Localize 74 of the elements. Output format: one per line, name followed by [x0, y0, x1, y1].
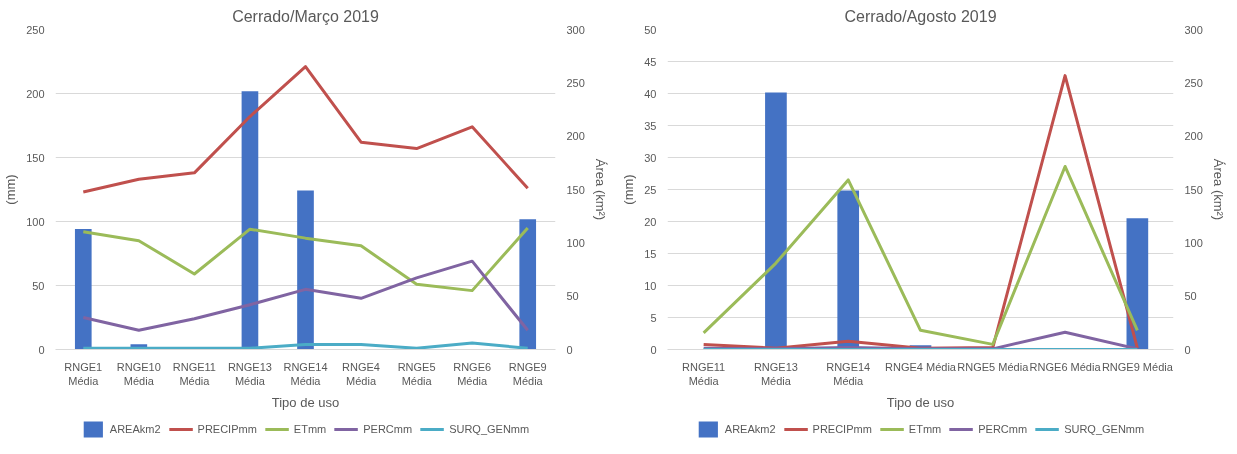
y-tick-label: 5 [650, 311, 657, 324]
y2-tick-label: 250 [1184, 76, 1203, 89]
y-tick-label: 150 [26, 151, 45, 164]
y2-tick-label: 150 [1184, 183, 1203, 196]
x-tick-label: RNGE11 Média [172, 360, 216, 387]
x-tick-label: RNGE5 Média [957, 360, 1030, 373]
x-tick-label: RNGE13 Média [753, 360, 798, 387]
y2-axis-title: Área (km²) [1210, 158, 1226, 221]
y-tick-label: 50 [32, 279, 45, 292]
legend-label: ETmm [293, 423, 327, 435]
chart-title: Cerrado/Março 2019 [232, 7, 379, 25]
y2-tick-label: 200 [1184, 130, 1203, 143]
x-tick-label: RNGE14 Média [826, 360, 871, 387]
x-tick-label: RNGE9 Média [1101, 360, 1174, 373]
y-tick-label: 15 [644, 247, 657, 260]
x-tick-label: RNGE5 Média [397, 360, 436, 387]
legend-label: AREAkm2 [724, 423, 776, 435]
y2-tick-label: 300 [566, 23, 585, 36]
bar [74, 228, 92, 350]
x-axis-title: Tipo de uso [271, 394, 340, 410]
x-tick-label: RNGE10 Média [116, 360, 161, 387]
y-tick-label: 200 [26, 87, 45, 100]
x-tick-label: RNGE4 Média [885, 360, 957, 373]
y2-tick-label: 0 [1184, 343, 1191, 356]
y2-tick-label: 50 [566, 290, 579, 303]
y2-tick-label: 300 [1184, 23, 1203, 36]
y2-tick-label: 250 [566, 76, 585, 89]
bar [241, 91, 259, 350]
y-tick-label: 100 [26, 215, 45, 228]
y2-tick-label: 150 [566, 183, 585, 196]
y-tick-label: 30 [644, 151, 657, 164]
y-tick-label: 50 [644, 23, 657, 36]
line-series [702, 164, 1139, 346]
line-series [81, 65, 530, 194]
legend-label: PRECIPmm [197, 423, 257, 435]
legend-label: SURQ_GENmm [1064, 423, 1145, 435]
y2-tick-label: 0 [566, 343, 573, 356]
y2-tick-label: 200 [566, 130, 585, 143]
y2-axis-title: Área (km²) [592, 158, 608, 221]
bar [519, 219, 537, 350]
x-tick-label: RNGE13 Média [227, 360, 272, 387]
legend-label: PERCmm [978, 423, 1028, 435]
x-tick-label: RNGE11 Média [682, 360, 726, 387]
bar [297, 190, 314, 350]
y-tick-label: 0 [650, 343, 657, 356]
line-series [81, 259, 530, 332]
y2-tick-label: 50 [1184, 290, 1197, 303]
y-tick-label: 10 [644, 279, 657, 292]
x-tick-label: RNGE6 Média [453, 360, 492, 387]
x-axis-title: Tipo de uso [886, 394, 955, 410]
y-tick-label: 25 [644, 183, 657, 196]
legend-label: AREAkm2 [109, 423, 161, 435]
bar [765, 92, 787, 350]
legend-label: PRECIPmm [812, 423, 872, 435]
y-tick-label: 35 [644, 119, 657, 132]
x-tick-label: RNGE6 Média [1029, 360, 1102, 373]
y-tick-label: 250 [26, 23, 45, 36]
y-tick-label: 40 [644, 87, 657, 100]
y-tick-label: 0 [38, 343, 45, 356]
legend-label: PERCmm [363, 423, 413, 435]
legend-label: SURQ_GENmm [449, 423, 530, 435]
y-axis-title: (mm) [3, 174, 19, 205]
y-tick-label: 20 [644, 215, 657, 228]
y-axis-title: (mm) [621, 174, 637, 205]
y2-tick-label: 100 [1184, 236, 1203, 249]
x-tick-label: RNGE4 Média [342, 360, 381, 387]
y-tick-label: 45 [644, 55, 657, 68]
x-tick-label: RNGE1 Média [64, 360, 103, 387]
y2-tick-label: 100 [566, 236, 585, 249]
chart-title: Cerrado/Agosto 2019 [844, 7, 997, 25]
x-tick-label: RNGE14 Média [283, 360, 328, 387]
line-series [81, 226, 530, 293]
legend-label: ETmm [908, 423, 942, 435]
x-tick-label: RNGE9 Média [508, 360, 547, 387]
